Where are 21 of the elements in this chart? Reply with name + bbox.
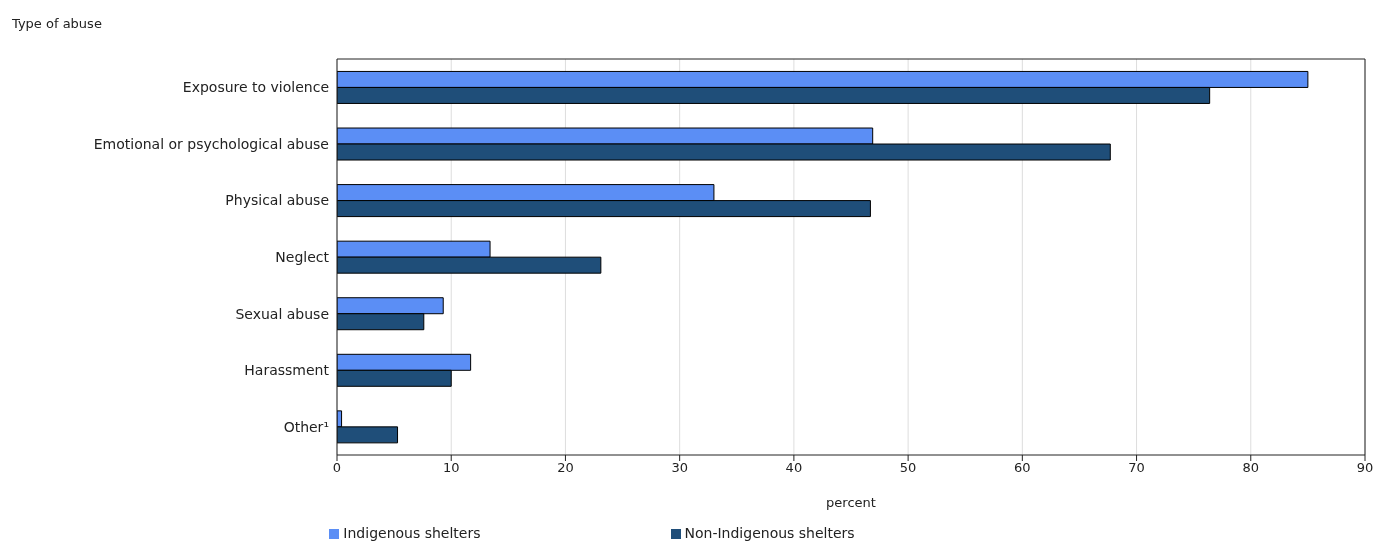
y-tick-label: Sexual abuse [235,305,329,322]
x-tick-label: 0 [332,460,342,476]
x-tick-label: 80 [1242,460,1260,476]
y-tick-label: Harassment [244,362,330,379]
x-tick-label: 90 [1356,460,1374,476]
x-tick-label: 40 [785,460,803,476]
x-tick-label: 50 [899,460,917,476]
x-tick-label: 20 [557,460,574,476]
x-axis-title: percent [826,495,876,510]
legend-label: Non-Indigenous shelters [684,525,855,541]
x-tick-label: 70 [1128,460,1145,476]
y-tick-label: Other¹ [283,418,329,435]
y-tick-label: Exposure to violence [182,79,329,96]
y-tick-label: Neglect [275,248,330,265]
x-tick-label: 30 [671,460,688,476]
x-tick-label: 60 [1014,460,1031,476]
y-tick-label: Physical abuse [225,192,329,209]
legend-label: Indigenous shelters [343,525,481,541]
x-tick-label: 10 [442,460,460,476]
y-tick-label: Emotional or psychological abuse [93,135,329,152]
y-axis-title: Type of abuse [12,16,102,31]
